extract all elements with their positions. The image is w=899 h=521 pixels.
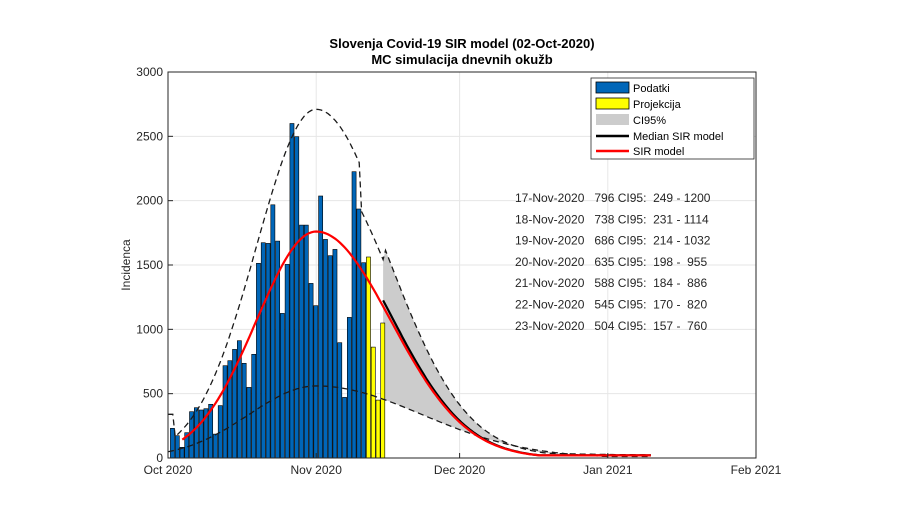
bar-podatki bbox=[284, 264, 290, 459]
y-tick-label: 2000 bbox=[136, 194, 163, 208]
y-tick-label: 0 bbox=[156, 451, 163, 465]
bar-podatki bbox=[265, 243, 271, 459]
bar-projekcija bbox=[370, 346, 376, 459]
bar-podatki bbox=[222, 365, 228, 459]
legend-swatch-projekcija bbox=[595, 97, 630, 110]
x-axis: Oct 2020 Nov 2020 Dec 2020 Jan 2021 Feb 2021 bbox=[144, 453, 782, 477]
upper-ci-dashed-line bbox=[168, 108, 651, 456]
annotation-line: 19-Nov-2020 686 CI95: 214 - 1032 bbox=[515, 234, 711, 248]
legend-swatch-podatki bbox=[595, 81, 630, 94]
bar-podatki bbox=[194, 407, 199, 459]
bar-podatki bbox=[251, 353, 257, 459]
sir-model-line bbox=[181, 230, 651, 457]
y-tick-label: 500 bbox=[143, 387, 163, 401]
annotations: 17-Nov-2020 796 CI95: 249 - 1200 18-Nov-2… bbox=[515, 191, 711, 333]
bar-podatki bbox=[313, 305, 319, 459]
annotation-line: 17-Nov-2020 796 CI95: 249 - 1200 bbox=[515, 191, 711, 205]
bar-podatki bbox=[260, 242, 266, 459]
bar-podatki bbox=[351, 171, 357, 459]
legend-label-sir: SIR model bbox=[633, 146, 684, 158]
bar-podatki bbox=[174, 435, 180, 459]
x-tick-label: Oct 2020 bbox=[144, 463, 193, 477]
annotation-line: 18-Nov-2020 738 CI95: 231 - 1114 bbox=[515, 212, 709, 226]
bar-podatki bbox=[361, 262, 367, 459]
y-tick-label: 1000 bbox=[136, 322, 163, 336]
bar-podatki bbox=[289, 123, 295, 459]
bar-projekcija bbox=[380, 322, 386, 459]
ci95-area bbox=[383, 250, 651, 457]
bars bbox=[170, 123, 386, 459]
bar-podatki bbox=[279, 313, 285, 459]
bar-podatki bbox=[332, 249, 338, 459]
bar-podatki bbox=[346, 317, 352, 459]
x-tick-label: Jan 2021 bbox=[583, 463, 633, 477]
bar-podatki bbox=[198, 409, 204, 459]
chart-title: Slovenja Covid-19 SIR model (02-Oct-2020… bbox=[329, 36, 594, 51]
bar-podatki bbox=[256, 262, 261, 459]
y-axis-label: Incidenca bbox=[119, 239, 133, 291]
bar-podatki bbox=[323, 239, 328, 459]
bar-podatki bbox=[217, 405, 223, 459]
bar-podatki bbox=[246, 387, 252, 459]
bar-projekcija bbox=[375, 399, 381, 459]
bar-podatki bbox=[294, 136, 300, 459]
x-tick-label: Feb 2021 bbox=[731, 463, 782, 477]
y-tick-label: 1500 bbox=[136, 258, 163, 272]
bar-podatki bbox=[299, 224, 304, 459]
bar-podatki bbox=[318, 195, 324, 459]
legend-label-projekcija: Projekcija bbox=[633, 99, 682, 111]
legend: Podatki Projekcija CI95% Median SIR mode… bbox=[590, 77, 755, 160]
bar-podatki bbox=[337, 342, 343, 459]
bar-projekcija bbox=[366, 256, 371, 459]
legend-label-podatki: Podatki bbox=[633, 83, 670, 95]
bar-podatki bbox=[213, 433, 218, 459]
y-axis: 0 500 1000 1500 2000 2500 3000 bbox=[136, 65, 173, 465]
legend-swatch-ci95 bbox=[596, 114, 629, 125]
bar-podatki bbox=[270, 204, 276, 459]
annotation-line: 21-Nov-2020 588 CI95: 184 - 886 bbox=[515, 276, 707, 290]
annotation-line: 23-Nov-2020 504 CI95: 157 - 760 bbox=[515, 319, 707, 333]
bar-podatki bbox=[241, 362, 247, 459]
bar-podatki bbox=[356, 208, 362, 459]
annotation-line: 22-Nov-2020 545 CI95: 170 - 820 bbox=[515, 298, 707, 312]
x-tick-label: Nov 2020 bbox=[291, 463, 343, 477]
bar-podatki bbox=[308, 283, 314, 459]
x-tick-label: Dec 2020 bbox=[434, 463, 486, 477]
bar-podatki bbox=[342, 397, 347, 459]
y-tick-label: 2500 bbox=[136, 129, 163, 143]
bar-podatki bbox=[327, 255, 333, 459]
annotation-line: 20-Nov-2020 635 CI95: 198 - 955 bbox=[515, 255, 707, 269]
bar-podatki bbox=[303, 224, 309, 459]
legend-label-ci95: CI95% bbox=[633, 115, 666, 127]
chart-subtitle: MC simulacija dnevnih okužb bbox=[371, 52, 552, 67]
lower-ci-dashed-line bbox=[167, 385, 651, 458]
legend-label-median: Median SIR model bbox=[633, 131, 724, 143]
bar-podatki bbox=[170, 427, 175, 459]
y-tick-label: 3000 bbox=[136, 65, 163, 79]
